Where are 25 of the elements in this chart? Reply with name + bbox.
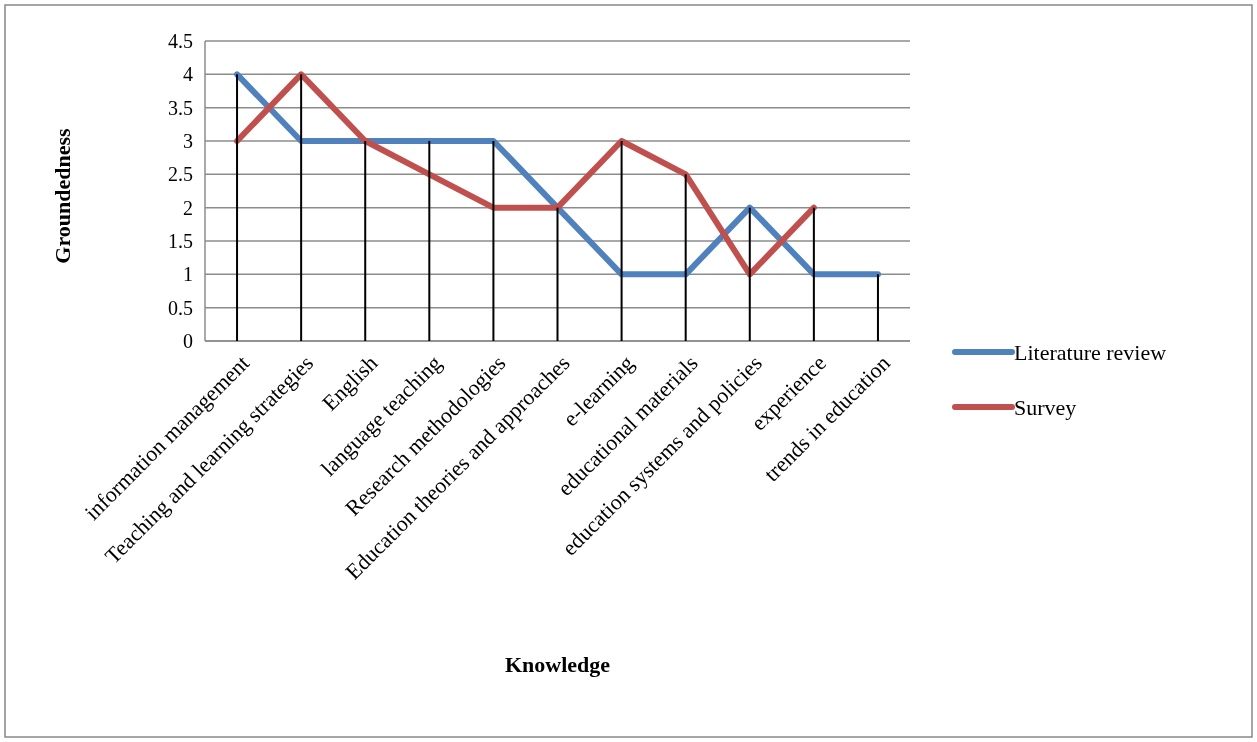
legend-label: Literature review bbox=[1014, 339, 1167, 365]
bar bbox=[748, 207, 751, 341]
bar bbox=[236, 74, 239, 341]
bar bbox=[556, 207, 559, 341]
y-tick-label: 1.5 bbox=[168, 230, 193, 252]
bar bbox=[364, 141, 367, 341]
bar bbox=[684, 174, 687, 341]
y-tick-label: 1 bbox=[183, 263, 193, 286]
bar bbox=[300, 74, 303, 341]
y-tick-label: 0 bbox=[183, 330, 193, 352]
bar bbox=[492, 141, 495, 341]
y-tick-label: 2.5 bbox=[168, 163, 193, 186]
bar bbox=[428, 141, 431, 341]
legend-label: Survey bbox=[1014, 394, 1077, 420]
y-axis-title: Groundedness bbox=[50, 127, 75, 264]
y-tick-label: 0.5 bbox=[168, 296, 193, 319]
y-tick-label: 4.5 bbox=[168, 30, 193, 52]
y-tick-label: 3.5 bbox=[168, 96, 193, 119]
x-axis-title: Knowledge bbox=[504, 652, 611, 677]
y-tick-label: 2 bbox=[183, 196, 193, 219]
y-tick-label: 4 bbox=[183, 63, 193, 86]
bar bbox=[876, 274, 879, 341]
bar bbox=[620, 141, 623, 341]
bar bbox=[812, 207, 815, 341]
y-tick-label: 3 bbox=[183, 130, 193, 152]
